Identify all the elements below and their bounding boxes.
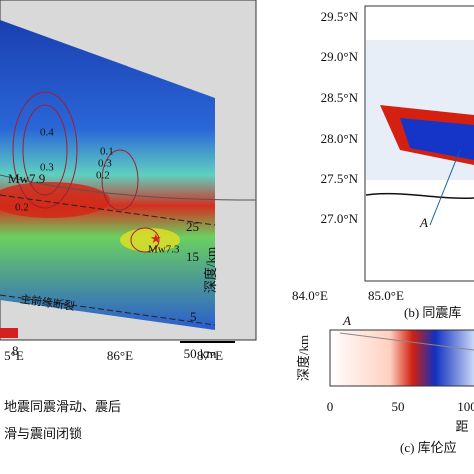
lon-label: 86°E (107, 348, 133, 363)
caption: (c) 库伦应 (400, 440, 457, 455)
event-label: Mw7.9 (8, 171, 45, 186)
legend-value: 8 (12, 343, 19, 358)
contour-label: 0.3 (40, 162, 54, 174)
lat-label: 27.0°N (321, 211, 359, 226)
x-tick-label: 0 (327, 399, 334, 414)
lat-label: 28.5°N (321, 90, 359, 105)
profile-label: A (342, 313, 351, 328)
lon-label: 85.0°E (368, 288, 404, 303)
lon-label: 87°E (197, 348, 223, 363)
lat-label: 28.0°N (321, 131, 359, 146)
lat-label: 29.5°N (321, 9, 359, 24)
star: ★ (150, 231, 162, 246)
contour-label: 0.2 (96, 170, 110, 182)
depth-label: 25 (186, 219, 199, 234)
panel-c: A 深度/km 0 50 100 距 (c) 库伦应 (296, 313, 474, 455)
caption-line: 地震同震滑动、震后 (4, 399, 121, 414)
depth-label: 15 (186, 249, 199, 264)
depth-axis: 深度/km (203, 247, 218, 293)
x-axis-label: 距 (455, 419, 468, 434)
x-tick-label: 50 (392, 399, 405, 414)
contour-label: 0.2 (15, 202, 29, 214)
event-label: Mw7.3 (148, 244, 180, 256)
contour-label: 0.1 (100, 146, 114, 158)
profile-label: A (419, 215, 428, 230)
depth-label: 5 (190, 309, 197, 324)
panel-a: 0.4 0.3 0.2 0.1 0.3 0.2 Mw7.9 Mw7.3 ★ 25… (0, 0, 257, 363)
lat-label: 27.5°N (321, 171, 359, 186)
contour-label: 0.4 (40, 127, 54, 139)
panel-b: A 29.5°N 29.0°N 28.5°N 28.0°N 27.5°N 27.… (292, 5, 474, 320)
slip-map (0, 20, 215, 330)
contour-label: 0.3 (98, 158, 112, 170)
y-axis-label: 深度/km (296, 335, 311, 381)
lat-label: 29.0°N (321, 49, 359, 64)
lon-label: 84.0°E (292, 288, 328, 303)
x-tick-label: 100 (457, 399, 474, 414)
caption-line: 滑与震间闭锁 (4, 426, 82, 441)
lon-label: 5°E (4, 348, 24, 363)
caption: (b) 同震库 (404, 305, 461, 320)
scale-bar: 50 km (184, 346, 217, 361)
